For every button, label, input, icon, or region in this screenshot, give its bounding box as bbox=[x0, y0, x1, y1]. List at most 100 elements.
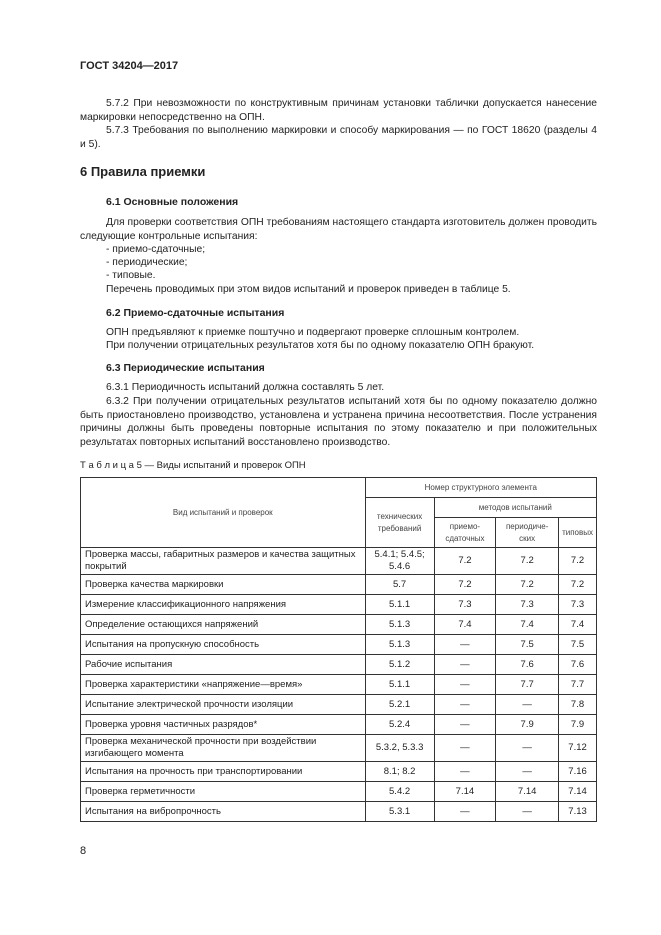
list-item: - типовые. bbox=[106, 270, 156, 281]
table-row: Испытания на вибропрочность 5.3.1— —7.13 bbox=[80, 801, 597, 822]
cell-value: 7.7 bbox=[495, 674, 560, 695]
table-row: Проверка герметичности 5.4.2 7.14 7.14 7.14 bbox=[80, 781, 597, 802]
cell-value: 7.14 bbox=[433, 781, 497, 802]
cell-value: 5.2.4 bbox=[364, 714, 435, 735]
section-heading: 6 Правила приемки bbox=[80, 164, 206, 179]
cell-value: — bbox=[495, 734, 560, 762]
cell-value: 5.1.1 bbox=[364, 674, 435, 695]
cell-value: 7.5 bbox=[495, 634, 560, 655]
cell-value: 7.3 bbox=[558, 594, 597, 615]
list-item: - приемо-сдаточные; bbox=[106, 244, 206, 255]
cell-test-name: Испытания на прочность при транспортиров… bbox=[80, 761, 366, 782]
table-row: Проверка качества маркировки 5.7 7.2 7.2 7.2 bbox=[80, 574, 597, 595]
header-periodic: периодиче-ских bbox=[495, 517, 560, 548]
cell-value: — bbox=[433, 694, 497, 715]
cell-value: 5.7 bbox=[364, 574, 435, 595]
cell-value: 8.1; 8.2 bbox=[364, 761, 435, 782]
cell-value: — bbox=[433, 761, 497, 782]
cell-value: — bbox=[433, 654, 497, 675]
header-test-type: Вид испытаний и проверок bbox=[80, 477, 366, 548]
table-row: Рабочие испытания 5.1.2—7.6 7.6 bbox=[80, 654, 597, 675]
table-row: Проверка уровня частичных разрядов* 5.2.4… bbox=[80, 714, 597, 735]
cell-value: 5.1.3 bbox=[364, 614, 435, 635]
cell-value: 7.13 bbox=[558, 801, 597, 822]
cell-test-name: Проверка герметичности bbox=[80, 781, 366, 802]
cell-value: 7.4 bbox=[495, 614, 560, 635]
cell-value: 7.9 bbox=[558, 714, 597, 735]
table-row: Определение остающихся напряжений 5.1.3 7.… bbox=[80, 614, 597, 635]
paragraph: 5.7.3 Требования по выполнению маркировк… bbox=[80, 125, 597, 150]
cell-value: 7.3 bbox=[495, 594, 560, 615]
cell-value: — bbox=[433, 674, 497, 695]
page-number: 8 bbox=[80, 845, 87, 857]
cell-test-name: Проверка механической прочности при возд… bbox=[80, 734, 366, 762]
cell-value: 7.6 bbox=[495, 654, 560, 675]
table-row: Испытания на прочность при транспортиров… bbox=[80, 761, 597, 782]
cell-value: 7.14 bbox=[558, 781, 597, 802]
cell-test-name: Проверка массы, габаритных размеров и ка… bbox=[80, 547, 366, 575]
cell-value: 7.5 bbox=[558, 634, 597, 655]
cell-test-name: Проверка качества маркировки bbox=[80, 574, 366, 595]
table-row: Проверка массы, габаритных размеров и ка… bbox=[80, 547, 597, 575]
paragraph: 6.3.1 Периодичность испытаний должна сос… bbox=[106, 382, 385, 393]
table-row: Проверка характеристики «напряжение—врем… bbox=[80, 674, 597, 695]
cell-test-name: Измерение классификационного напряжения bbox=[80, 594, 366, 615]
cell-value: 7.2 bbox=[433, 547, 497, 575]
cell-value: — bbox=[495, 801, 560, 822]
cell-value: 7.7 bbox=[558, 674, 597, 695]
cell-value: — bbox=[433, 634, 497, 655]
cell-value: 7.2 bbox=[558, 547, 597, 575]
cell-test-name: Испытание электрической прочности изоляц… bbox=[80, 694, 366, 715]
cell-value: 5.4.1; 5.4.5; 5.4.6 bbox=[364, 547, 435, 575]
cell-value: — bbox=[433, 734, 497, 762]
table-caption: Т а б л и ц а 5 — Виды испытаний и прове… bbox=[80, 460, 306, 471]
cell-value: 7.9 bbox=[495, 714, 560, 735]
cell-value: 5.2.1 bbox=[364, 694, 435, 715]
table-row: Измерение классификационного напряжения 5… bbox=[80, 594, 597, 615]
cell-value: 7.2 bbox=[495, 574, 560, 595]
cell-value: — bbox=[495, 694, 560, 715]
cell-test-name: Проверка характеристики «напряжение—врем… bbox=[80, 674, 366, 695]
cell-value: 7.2 bbox=[495, 547, 560, 575]
tests-table: Вид испытаний и проверок Номер структурн… bbox=[80, 477, 598, 822]
cell-value: 5.3.1 bbox=[364, 801, 435, 822]
paragraph: При получении отрицательных результатов … bbox=[106, 340, 535, 351]
cell-value: 5.1.3 bbox=[364, 634, 435, 655]
table-row: Проверка механической прочности при возд… bbox=[80, 734, 597, 762]
cell-value: 5.1.2 bbox=[364, 654, 435, 675]
header-element-number: Номер структурного элемента bbox=[364, 477, 598, 498]
paragraph: Перечень проводимых при этом видов испыт… bbox=[106, 284, 511, 295]
header-tech-req: технических требований bbox=[364, 497, 435, 548]
paragraph: ОПН предъявляют к приемке поштучно и под… bbox=[106, 327, 520, 338]
cell-value: — bbox=[433, 714, 497, 735]
subsection-heading: 6.1 Основные положения bbox=[106, 196, 239, 208]
cell-value: 7.12 bbox=[558, 734, 597, 762]
cell-test-name: Испытания на пропускную способность bbox=[80, 634, 366, 655]
cell-value: 7.14 bbox=[495, 781, 560, 802]
document-header: ГОСТ 34204—2017 bbox=[80, 60, 179, 72]
cell-test-name: Испытания на вибропрочность bbox=[80, 801, 366, 822]
table-row: Испытание электрической прочности изоляц… bbox=[80, 694, 597, 715]
cell-value: 7.16 bbox=[558, 761, 597, 782]
cell-value: — bbox=[433, 801, 497, 822]
cell-value: 5.1.1 bbox=[364, 594, 435, 615]
header-test-methods: методов испытаний bbox=[433, 497, 598, 518]
cell-value: 5.3.2, 5.3.3 bbox=[364, 734, 435, 762]
cell-value: — bbox=[495, 761, 560, 782]
cell-test-name: Рабочие испытания bbox=[80, 654, 366, 675]
paragraph: 6.3.2 При получении отрицательных резуль… bbox=[80, 396, 597, 448]
cell-value: 7.2 bbox=[558, 574, 597, 595]
cell-test-name: Проверка уровня частичных разрядов* bbox=[80, 714, 366, 735]
table-row: Испытания на пропускную способность 5.1.3… bbox=[80, 634, 597, 655]
header-type-tests: типовых bbox=[558, 517, 597, 548]
cell-value: 7.8 bbox=[558, 694, 597, 715]
cell-value: 7.2 bbox=[433, 574, 497, 595]
cell-value: 5.4.2 bbox=[364, 781, 435, 802]
cell-value: 7.6 bbox=[558, 654, 597, 675]
list-item: - периодические; bbox=[106, 257, 188, 268]
paragraph: Для проверки соответствия ОПН требования… bbox=[80, 217, 597, 242]
cell-value: 7.3 bbox=[433, 594, 497, 615]
subsection-heading: 6.2 Приемо-сдаточные испытания bbox=[106, 307, 285, 319]
paragraph: 5.7.2 При невозможности по конструктивны… bbox=[80, 98, 597, 123]
subsection-heading: 6.3 Периодические испытания bbox=[106, 362, 265, 374]
